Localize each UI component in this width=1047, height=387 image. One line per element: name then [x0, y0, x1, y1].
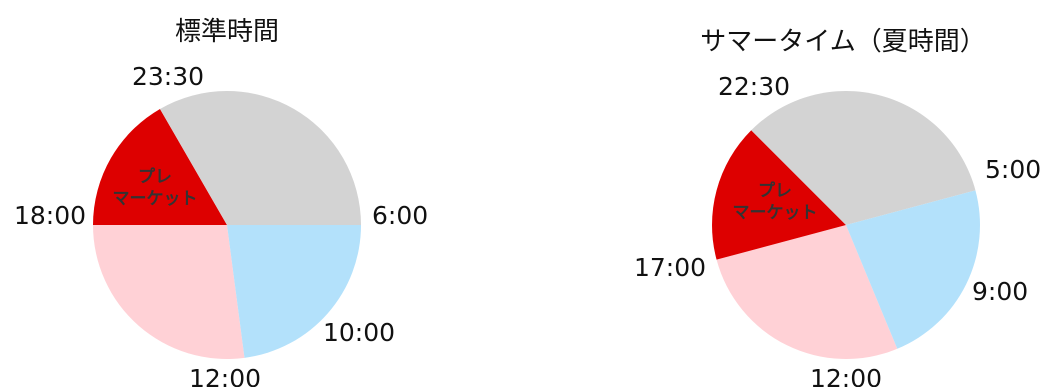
time-label-end-after: 9:00 — [972, 277, 1028, 306]
time-label-start-regular: 22:30 — [718, 72, 790, 101]
time-label-start-after: 5:00 — [985, 155, 1041, 184]
slice-day-hours — [751, 91, 976, 225]
time-label-start-pre: 18:00 — [14, 201, 86, 230]
slice-pre-market — [227, 225, 361, 358]
slice-regular-market — [93, 225, 245, 359]
slice-after-market — [92, 108, 227, 225]
time-label-start-regular: 23:30 — [132, 62, 204, 91]
slice-regular-market — [716, 225, 898, 359]
slice-label-pre-market: プレマーケット — [113, 166, 198, 209]
slice-after-market — [712, 130, 846, 260]
time-label-midday: 12:00 — [189, 364, 261, 387]
chart-title-standard: 標準時間 — [175, 17, 279, 47]
chart-title-summer: サマータイム（夏時間） — [700, 27, 985, 57]
time-label-midday: 12:00 — [810, 364, 882, 387]
pie-standard-time: 標準時間 レギュラーマーケットアフターマーケットプレマーケット 23:30 6:… — [14, 17, 428, 387]
time-label-start-after: 6:00 — [372, 201, 428, 230]
pie-summer-time: サマータイム（夏時間） レギュラーマーケットアフターマーケットプレマーケット 2… — [634, 27, 1041, 387]
slice-day-hours — [160, 90, 361, 225]
slice-pre-market — [846, 190, 980, 349]
time-label-end-after: 10:00 — [323, 318, 395, 347]
time-label-start-pre: 17:00 — [634, 253, 706, 282]
slice-label-pre-market: プレマーケット — [733, 180, 818, 223]
